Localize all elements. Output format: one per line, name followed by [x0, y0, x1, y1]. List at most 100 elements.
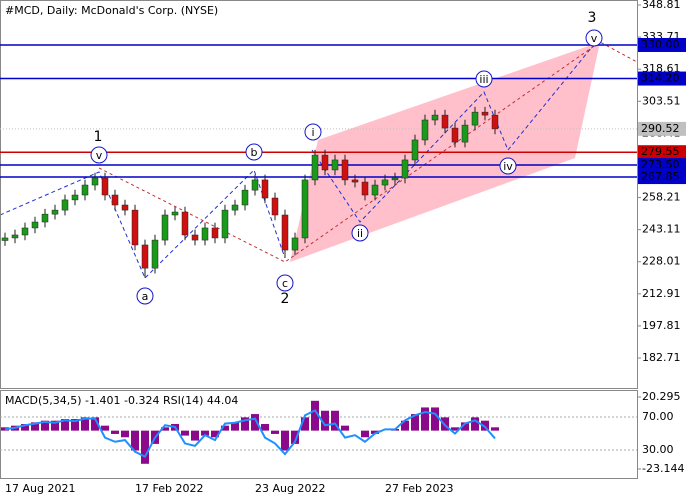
candle-body [341, 159, 349, 181]
candle-body [391, 177, 399, 181]
candle-body [121, 204, 129, 211]
wave-circle [276, 274, 294, 292]
macd-bar [451, 427, 459, 431]
macd-bar [341, 425, 349, 431]
candle-body [491, 114, 499, 130]
last-price-box [638, 121, 686, 136]
y-tick-label: 303.51 [642, 94, 681, 107]
level-label: 267.85 [641, 170, 680, 183]
candle-body [261, 179, 269, 199]
candle-body [1, 237, 9, 241]
y-tick-label: 182.71 [642, 351, 681, 364]
macd-bar [291, 430, 299, 444]
candle-body [11, 234, 19, 239]
wave-line [311, 41, 597, 223]
wave-circle [136, 287, 154, 305]
wave-circle [499, 157, 517, 175]
candle-body [131, 209, 139, 246]
macd-bar [221, 425, 229, 431]
wave-circle [475, 70, 493, 88]
level-label: 314.20 [641, 72, 680, 85]
macd-bar [191, 430, 199, 441]
candle-body [331, 159, 339, 171]
y-tick-label: 197.81 [642, 319, 681, 332]
rsi-line [4, 409, 496, 458]
macd-bar [491, 427, 499, 431]
y2-tick-label: 30.00 [642, 443, 674, 456]
wave-label: b [251, 146, 258, 159]
macd-bar [71, 419, 79, 431]
wave-circle [245, 143, 263, 161]
candle-body [101, 177, 109, 196]
macd-bar [481, 420, 489, 431]
candle-body [191, 234, 199, 241]
macd-bar [101, 425, 109, 431]
macd-bar [331, 410, 339, 431]
candle-body [371, 184, 379, 196]
candle-body [161, 214, 169, 241]
level-label: 273.50 [641, 158, 680, 171]
macd-bar [371, 430, 379, 434]
candle-body [431, 114, 439, 121]
y-tick-label: 228.01 [642, 255, 681, 268]
y-tick-label: -23.144 [642, 462, 684, 475]
candle-body [151, 239, 159, 269]
macd-bar [181, 430, 189, 436]
candle-body [471, 111, 479, 126]
candle-body [361, 181, 369, 196]
macd-bar [281, 430, 289, 451]
wave-label: v [591, 32, 598, 45]
wave-circle [585, 29, 603, 47]
candle-body [71, 194, 79, 201]
macd-bar [51, 420, 59, 431]
level-label-box [638, 145, 686, 160]
candle-body [251, 179, 259, 191]
macd-bar [231, 422, 239, 431]
wave-label: iii [479, 73, 488, 86]
macd-bar [401, 420, 409, 431]
wave-label: 1 [94, 129, 103, 145]
macd-bar [211, 430, 219, 438]
macd-bar [91, 417, 99, 431]
candle-body [81, 184, 89, 196]
wave-circle [351, 224, 369, 242]
macd-bar [411, 414, 419, 431]
candle-body [221, 209, 229, 239]
level-label-box [638, 37, 686, 52]
candle-body [41, 213, 49, 223]
macd-bar [81, 417, 89, 431]
macd-bar [421, 407, 429, 431]
macd-bar [131, 430, 139, 451]
wave-label: 2 [281, 291, 290, 307]
y2-tick-label: 70.00 [642, 410, 674, 423]
macd-bar [251, 414, 259, 431]
candle-body [421, 119, 429, 141]
wave-label: 3 [588, 10, 597, 26]
wave-label: c [282, 277, 288, 290]
candle-body [91, 177, 99, 186]
macd-bar [271, 430, 279, 434]
wave-label: v [96, 149, 103, 162]
candle-body [231, 204, 239, 211]
candle-body [301, 179, 309, 239]
x-tick-label: 17 Feb 2022 [135, 482, 203, 495]
y-tick-label: 212.91 [642, 287, 681, 300]
candle-body [411, 139, 419, 161]
indicator-panel [0, 390, 638, 479]
candle-body [61, 199, 69, 211]
level-label: 279.55 [641, 145, 680, 158]
candle-body [141, 244, 149, 269]
macd-bar [241, 417, 249, 431]
wave-label: i [311, 126, 314, 139]
candle-body [281, 214, 289, 251]
y-tick-label: 258.21 [642, 191, 681, 204]
wave-label: a [142, 290, 149, 303]
candle-body [31, 221, 39, 229]
candle-body [291, 237, 299, 251]
macd-bar [461, 422, 469, 431]
wave-circle [90, 146, 108, 164]
y-tick-label: 20.295 [642, 390, 681, 403]
macd-bar [161, 427, 169, 431]
